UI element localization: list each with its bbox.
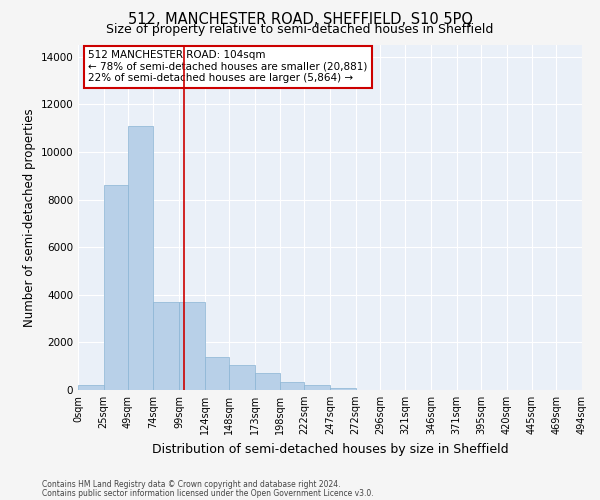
X-axis label: Distribution of semi-detached houses by size in Sheffield: Distribution of semi-detached houses by … (152, 442, 508, 456)
Bar (179, 302, 205, 390)
Y-axis label: Number of semi-detached properties: Number of semi-detached properties (23, 108, 36, 327)
Bar (280, 382, 304, 390)
Bar (154, 302, 179, 390)
Bar (78, 385, 104, 390)
Bar (254, 374, 280, 390)
Bar (104, 186, 128, 390)
Text: 512 MANCHESTER ROAD: 104sqm
← 78% of semi-detached houses are smaller (20,881)
2: 512 MANCHESTER ROAD: 104sqm ← 78% of sem… (88, 50, 367, 84)
Bar (330, 388, 356, 390)
Text: Contains public sector information licensed under the Open Government Licence v3: Contains public sector information licen… (42, 488, 374, 498)
Text: 512, MANCHESTER ROAD, SHEFFIELD, S10 5PQ: 512, MANCHESTER ROAD, SHEFFIELD, S10 5PQ (128, 12, 473, 28)
Bar (128, 126, 154, 390)
Text: Size of property relative to semi-detached houses in Sheffield: Size of property relative to semi-detach… (106, 22, 494, 36)
Bar (205, 356, 229, 390)
Text: Contains HM Land Registry data © Crown copyright and database right 2024.: Contains HM Land Registry data © Crown c… (42, 480, 341, 489)
Bar (229, 365, 254, 390)
Bar (304, 385, 330, 390)
